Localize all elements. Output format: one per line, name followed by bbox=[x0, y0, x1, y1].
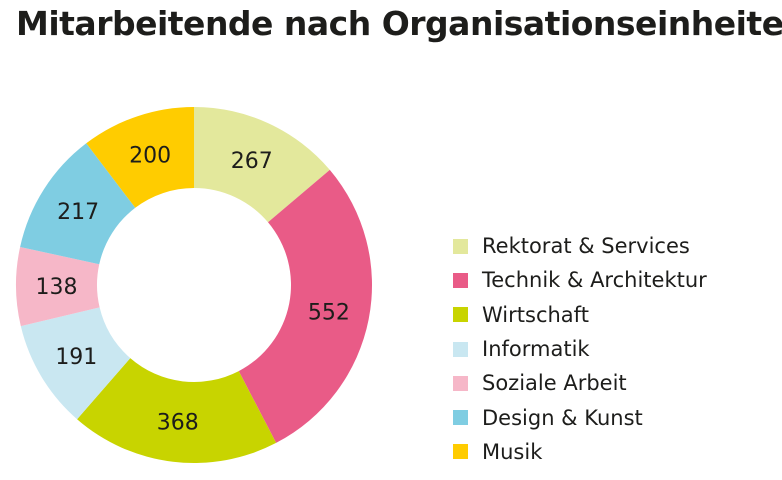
legend-label: Informatik bbox=[482, 337, 590, 362]
donut-slice-2 bbox=[77, 358, 277, 464]
slice-value-label: 200 bbox=[129, 144, 171, 169]
legend-label: Musik bbox=[482, 439, 543, 464]
legend-swatch bbox=[453, 375, 468, 391]
legend-item: Rektorat & Services bbox=[453, 229, 707, 263]
legend-swatch bbox=[453, 410, 468, 426]
donut-chart: 267 552 368 191 138 217 200 bbox=[15, 107, 372, 464]
legend-item: Wirtschaft bbox=[453, 298, 707, 332]
slice-value-label: 138 bbox=[36, 275, 78, 300]
slice-value-label: 217 bbox=[57, 200, 99, 225]
slice-value-label: 191 bbox=[55, 345, 97, 370]
donut-slice-6 bbox=[86, 107, 194, 208]
legend-item: Soziale Arbeit bbox=[453, 366, 707, 400]
slice-value-label: 267 bbox=[231, 149, 273, 174]
legend-label: Technik & Architektur bbox=[482, 268, 707, 293]
chart-title: Mitarbeitende nach Organisationseinheite… bbox=[16, 4, 782, 43]
legend-label: Rektorat & Services bbox=[482, 234, 690, 259]
donut-slice-4 bbox=[15, 246, 100, 327]
legend-label: Wirtschaft bbox=[482, 302, 589, 327]
legend-item: Design & Kunst bbox=[453, 400, 707, 434]
legend-item: Informatik bbox=[453, 332, 707, 366]
legend-swatch bbox=[453, 307, 468, 323]
legend-swatch bbox=[453, 341, 468, 357]
legend: Rektorat & Services Technik & Architektur… bbox=[453, 229, 707, 469]
legend-label: Soziale Arbeit bbox=[482, 371, 627, 396]
donut-slice-0 bbox=[194, 107, 330, 223]
slice-value-label: 368 bbox=[157, 411, 199, 436]
legend-swatch bbox=[453, 238, 468, 254]
donut-slice-3 bbox=[20, 307, 131, 420]
donut-slice-1 bbox=[238, 169, 372, 443]
legend-swatch bbox=[453, 444, 468, 460]
slice-value-label: 552 bbox=[308, 301, 350, 326]
legend-label: Design & Kunst bbox=[482, 405, 643, 430]
legend-item: Technik & Architektur bbox=[453, 263, 707, 297]
donut-slice-5 bbox=[20, 143, 136, 265]
legend-item: Musik bbox=[453, 435, 707, 469]
legend-swatch bbox=[453, 272, 468, 288]
